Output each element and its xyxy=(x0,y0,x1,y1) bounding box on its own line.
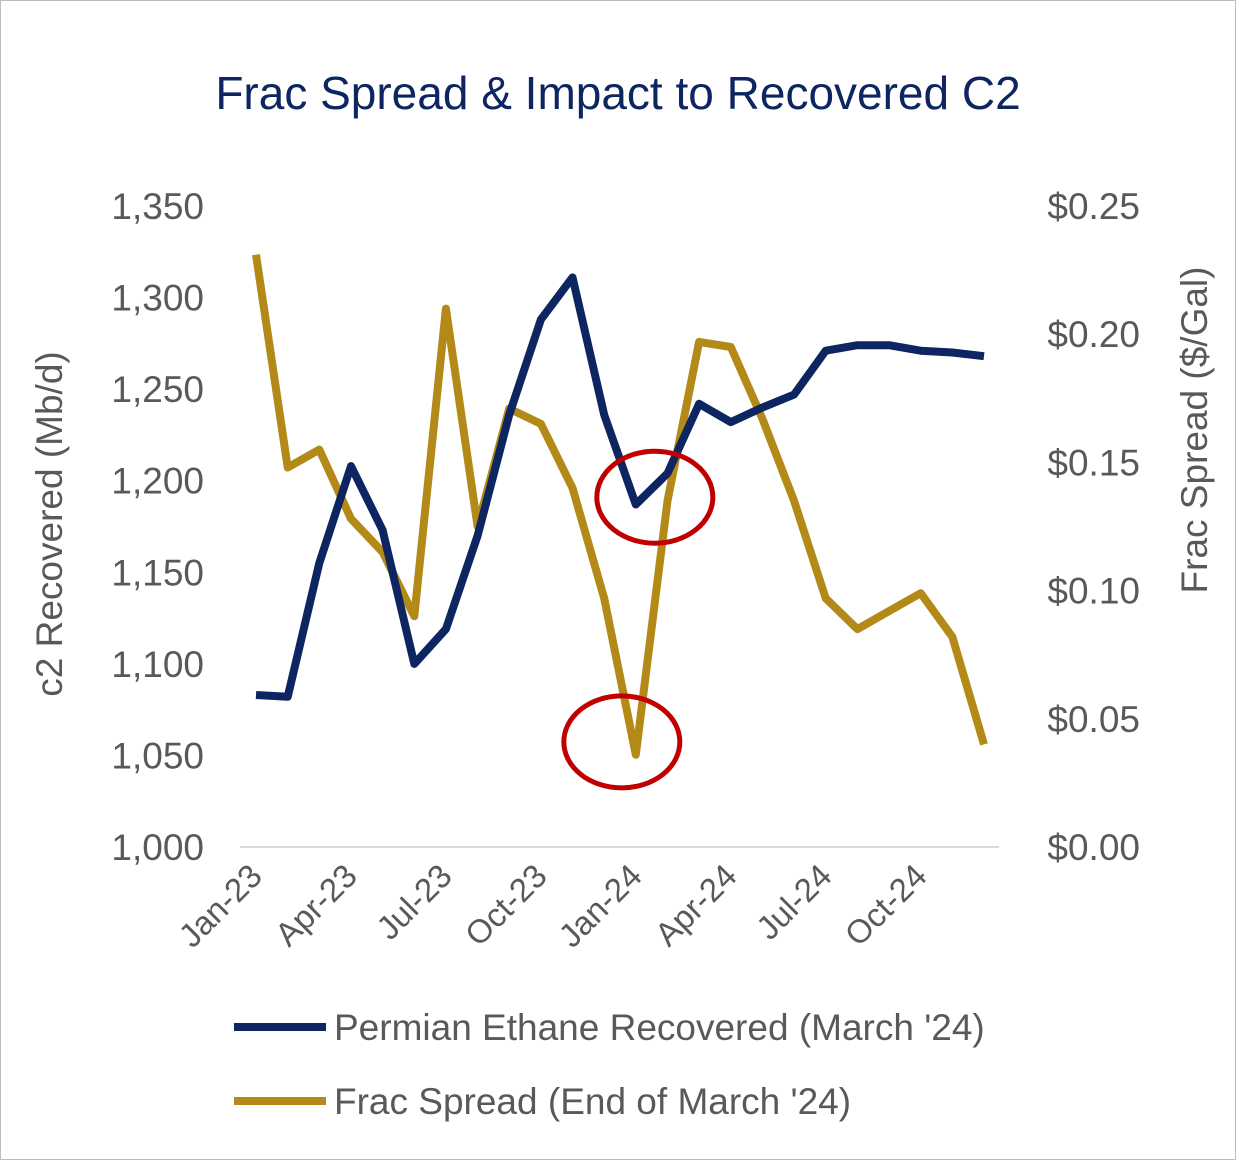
legend: Permian Ethane Recovered (March '24) Frac… xyxy=(234,1007,985,1122)
x-tick-label: Jul-23 xyxy=(369,857,459,947)
ethane-line xyxy=(255,273,985,701)
right-tick-label: $0.25 xyxy=(1047,186,1140,227)
highlight-circle xyxy=(594,448,716,546)
legend-label: Permian Ethane Recovered (March '24) xyxy=(334,1007,985,1048)
left-axis-label: c2 Recovered (Mb/d) xyxy=(29,351,70,696)
left-tick-label: 1,150 xyxy=(111,552,204,593)
chart-title: Frac Spread & Impact to Recovered C2 xyxy=(215,67,1021,119)
highlight-circle xyxy=(561,693,683,791)
right-axis-label: Frac Spread ($/Gal) xyxy=(1174,267,1215,594)
x-tick-label: Jul-24 xyxy=(749,857,839,947)
frac-spread-line xyxy=(252,254,988,759)
left-tick-label: 1,000 xyxy=(111,827,204,868)
left-axis-ticks: 1,000 1,050 1,100 1,150 1,200 1,250 1,300 1,350 xyxy=(111,186,204,868)
right-axis-ticks: $0.00 $0.05 $0.10 $0.15 $0.20 $0.25 xyxy=(1047,186,1140,868)
x-tick-label: Oct-24 xyxy=(837,857,933,953)
left-tick-label: 1,100 xyxy=(111,644,204,685)
right-tick-label: $0.10 xyxy=(1047,571,1140,612)
annotations xyxy=(561,448,716,791)
right-tick-label: $0.15 xyxy=(1047,442,1140,483)
x-tick-label: Jan-23 xyxy=(171,857,269,955)
right-tick-label: $0.00 xyxy=(1047,827,1140,868)
right-tick-label: $0.05 xyxy=(1047,699,1140,740)
right-tick-label: $0.20 xyxy=(1047,314,1140,355)
x-tick-label: Jan-24 xyxy=(551,857,649,955)
left-tick-label: 1,200 xyxy=(111,461,204,502)
x-tick-label: Apr-23 xyxy=(268,857,364,953)
legend-label: Frac Spread (End of March '24) xyxy=(334,1081,851,1122)
x-tick-label: Oct-23 xyxy=(458,857,554,953)
x-tick-label: Apr-24 xyxy=(648,857,744,953)
left-tick-label: 1,050 xyxy=(111,735,204,776)
series-lines xyxy=(252,254,988,759)
left-tick-label: 1,250 xyxy=(111,369,204,410)
left-tick-label: 1,300 xyxy=(111,278,204,319)
left-tick-label: 1,350 xyxy=(111,186,204,227)
